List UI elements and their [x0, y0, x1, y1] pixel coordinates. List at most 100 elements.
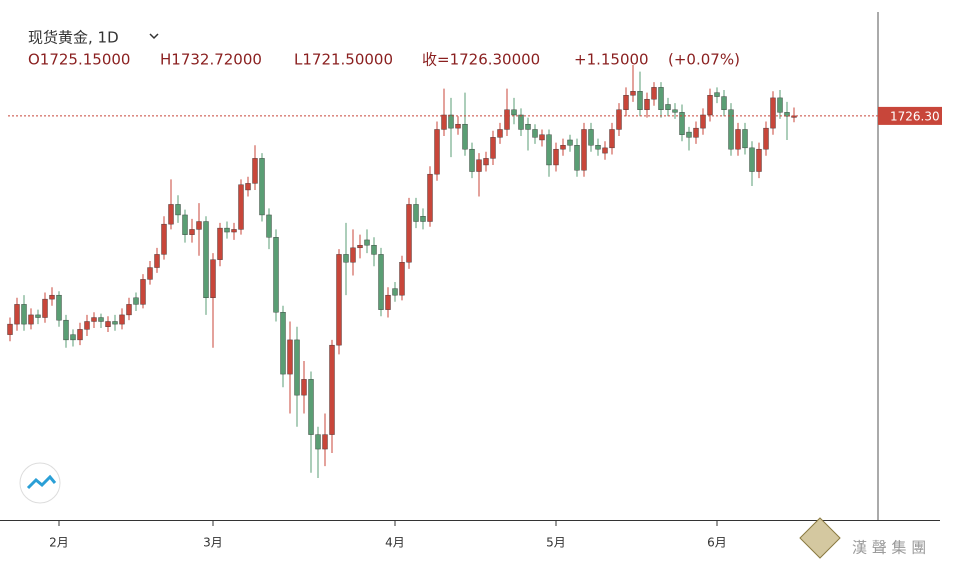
candle-body — [714, 92, 720, 97]
candle-body — [294, 339, 300, 396]
candle-body — [91, 317, 97, 322]
candle-body — [581, 129, 587, 171]
candle-body — [196, 221, 202, 230]
candle-body — [420, 216, 426, 222]
watermark-logo — [799, 517, 841, 559]
candle-body — [252, 158, 258, 184]
candle-body — [651, 87, 657, 100]
candle-body — [511, 109, 517, 116]
candle-body — [623, 95, 629, 110]
candle-body — [539, 134, 545, 141]
candle-body — [175, 204, 181, 216]
candle-body — [42, 298, 48, 318]
candle-body — [532, 129, 538, 138]
candle-body — [602, 147, 608, 154]
candle-body — [749, 147, 755, 172]
candle-body — [119, 314, 125, 325]
candle-body — [70, 334, 76, 341]
candle-body — [140, 279, 146, 305]
candle-body — [224, 227, 230, 233]
candle-body — [399, 262, 405, 296]
candle-body — [735, 129, 741, 150]
plot-area — [7, 65, 797, 478]
candle-body — [756, 148, 762, 172]
candle-body — [231, 229, 237, 233]
candle-body — [392, 288, 398, 296]
candle-body — [483, 158, 489, 166]
interval-chevron[interactable] — [149, 33, 159, 40]
candle-body — [742, 129, 748, 149]
candle-body — [595, 145, 601, 150]
logo-button[interactable] — [19, 462, 61, 504]
candle-body — [574, 145, 580, 171]
candle-body — [133, 297, 139, 305]
candle-body — [588, 129, 594, 146]
candle-body — [497, 129, 503, 138]
candle-body — [315, 434, 321, 450]
candle-body — [560, 145, 566, 150]
candle-body — [686, 131, 692, 138]
candle-body — [273, 237, 279, 313]
candle-body — [7, 323, 13, 335]
candle-body — [168, 204, 174, 225]
candle-body — [525, 123, 531, 130]
candle-body — [203, 221, 209, 299]
candle-body — [448, 114, 454, 129]
candle-body — [28, 314, 34, 325]
x-tick-label: 6月 — [707, 536, 727, 550]
candle-body — [455, 123, 461, 129]
candle-body — [721, 96, 727, 110]
candle-body — [504, 109, 510, 130]
candle-body — [336, 254, 342, 346]
change-pct-label: (+0.07%) — [668, 51, 740, 69]
watermark: 漢 聲 集 團 — [852, 539, 926, 557]
candle-body — [385, 294, 391, 310]
candle-body — [616, 109, 622, 130]
candle-body — [266, 214, 272, 238]
candle-body — [280, 312, 286, 375]
candle-body — [427, 173, 433, 222]
candle-body — [441, 114, 447, 130]
candle-body — [112, 321, 118, 325]
candle-body — [763, 127, 769, 150]
price-tag-bg — [878, 106, 942, 125]
candle-body — [637, 91, 643, 110]
x-tick-label: 5月 — [546, 536, 566, 550]
candle-body — [329, 344, 335, 435]
candle-body — [469, 148, 475, 172]
candle-body — [245, 183, 251, 191]
candle-body — [406, 204, 412, 263]
x-tick-label: 2月 — [49, 536, 69, 550]
candle-body — [567, 139, 573, 146]
candle-body — [322, 434, 328, 450]
candle-body — [63, 319, 69, 341]
candle-body — [259, 158, 265, 216]
candle-body — [434, 129, 440, 175]
candle-body — [378, 254, 384, 310]
candle-body — [518, 114, 524, 130]
candle-body — [77, 329, 83, 341]
candle-body — [553, 148, 559, 166]
chart-title: 现货黄金, 1D — [28, 29, 119, 47]
candle-body — [658, 87, 664, 110]
candle-body — [154, 254, 160, 268]
candle-body — [770, 97, 776, 129]
candle-body — [49, 294, 55, 300]
candle-body — [343, 254, 349, 263]
candle-body — [287, 339, 293, 375]
x-tick-label: 3月 — [203, 536, 223, 550]
candle-body — [490, 137, 496, 159]
candle-body — [308, 379, 314, 435]
candle-body — [238, 184, 244, 230]
low-label: L1721.50000 — [294, 51, 393, 69]
candle-body — [357, 244, 363, 249]
candle-body — [630, 91, 636, 96]
x-tick-label: 4月 — [385, 536, 405, 550]
candle-body — [14, 304, 20, 325]
candle-body — [84, 321, 90, 330]
candle-body — [700, 114, 706, 129]
candle-body — [98, 317, 104, 322]
candle-body — [21, 304, 27, 325]
candle-body — [672, 109, 678, 113]
